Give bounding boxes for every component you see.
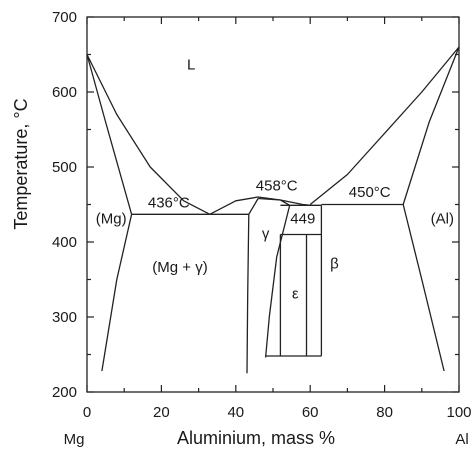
phase-boundaries xyxy=(86,46,460,374)
label-eps: ε xyxy=(292,285,299,302)
boundary-liquidus-gamma xyxy=(209,196,311,215)
label-mg: (Mg) xyxy=(96,210,127,227)
x-tick-label-20: 20 xyxy=(153,404,170,421)
boundary-gamma-left-solidus xyxy=(248,198,259,215)
label-t450: 450°C xyxy=(349,184,391,201)
label-gamma: γ xyxy=(262,225,270,242)
boundary-gamma-right-boundary xyxy=(264,205,291,358)
y-tick-label-700: 700 xyxy=(52,9,77,26)
y-axis-title: Temperature, °C xyxy=(11,98,31,229)
boundary-gamma-left-boundary xyxy=(246,214,250,374)
boundary-solvus-mg xyxy=(101,214,133,372)
label-al: (Al) xyxy=(431,210,454,227)
label-L: L xyxy=(187,57,195,74)
label-beta: β xyxy=(330,255,339,272)
boundary-solvus-al xyxy=(402,204,445,372)
boundary-liquidus-mg xyxy=(86,54,211,215)
region-labels: L (Mg) 436°C 458°C 449 450°C (Al) γ (Mg + γ) β ε xyxy=(96,57,454,303)
label-t458: 458°C xyxy=(256,177,298,194)
y-tick-label-500: 500 xyxy=(52,159,77,176)
y-tick-label-300: 300 xyxy=(52,309,77,326)
x-tick-label-60: 60 xyxy=(302,404,319,421)
x-end-label-mg: Mg xyxy=(64,431,85,448)
label-mg-gamma: (Mg + γ) xyxy=(152,259,207,276)
x-tick-label-40: 40 xyxy=(227,404,244,421)
y-tick-label-400: 400 xyxy=(52,234,77,251)
y-tick-label-200: 200 xyxy=(52,384,77,401)
x-tick-label-80: 80 xyxy=(376,404,393,421)
x-tick-label-0: 0 xyxy=(83,404,91,421)
x-tick-labels: 0 20 40 60 80 100 xyxy=(83,404,472,421)
y-tick-labels: 200 300 400 500 600 700 xyxy=(52,9,77,401)
boundary-solidus-mg xyxy=(86,54,133,215)
x-axis-title: Aluminium, mass % xyxy=(177,428,335,448)
y-tick-label-600: 600 xyxy=(52,84,77,101)
boundary-solidus-al xyxy=(402,46,460,205)
boundary-gamma-right-solidus xyxy=(258,197,291,206)
tick-marks xyxy=(86,16,460,393)
label-t436: 436°C xyxy=(148,195,190,212)
label-t449: 449 xyxy=(290,210,315,227)
x-end-label-al: Al xyxy=(455,431,468,448)
boundary-liquidus-al xyxy=(309,46,460,206)
x-tick-label-100: 100 xyxy=(446,404,471,421)
